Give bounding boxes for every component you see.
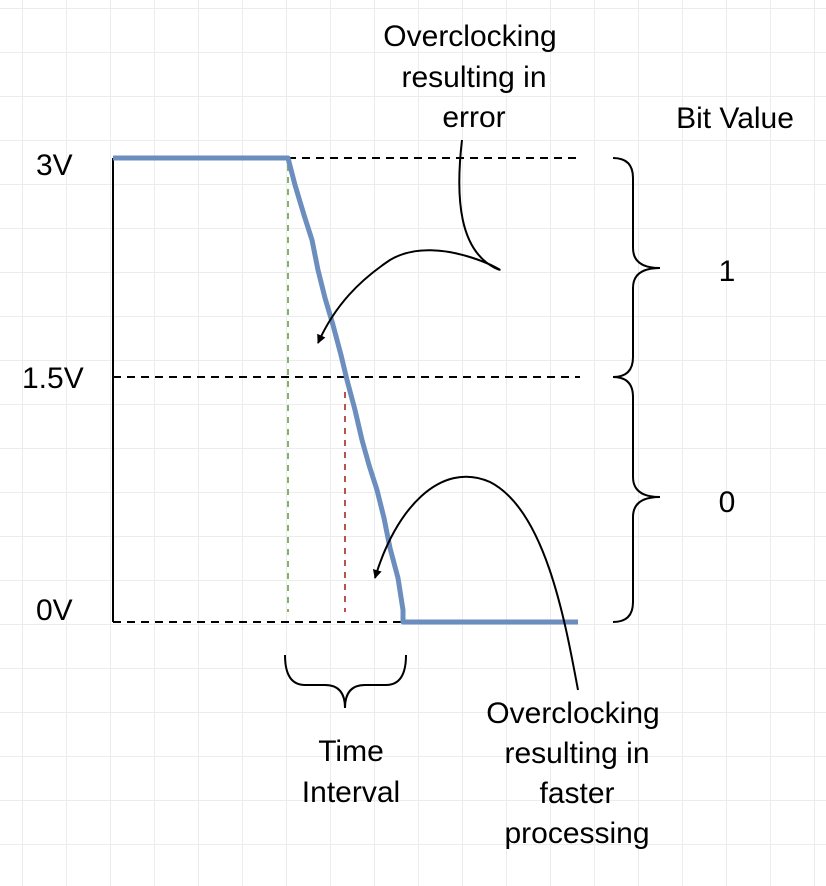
voltage-label-1-5v: 1.5V: [22, 362, 84, 395]
bit-value-heading: Bit Value: [676, 102, 794, 135]
time-interval-line: Time: [318, 735, 384, 768]
faster-annotation-line: processing: [504, 817, 649, 850]
bit-0-brace: [612, 376, 661, 623]
faster-annotation-line: Overclocking: [486, 697, 659, 730]
error-annotation: Overclocking resulting in error: [383, 20, 556, 134]
faster-annotation-line: resulting in: [504, 737, 649, 770]
error-annotation-line: Overclocking: [383, 20, 556, 53]
error-annotation-line: error: [442, 101, 505, 134]
voltage-label-3v: 3V: [36, 149, 73, 182]
faster-annotation-arrow: [372, 475, 579, 691]
faster-annotation: Overclocking resulting in faster process…: [486, 697, 659, 850]
signal-trace: [113, 155, 578, 625]
bit-value-0: 0: [719, 486, 736, 519]
faster-annotation-line: faster: [539, 777, 614, 810]
bit-1-brace: [612, 157, 661, 378]
time-interval-label: Time Interval: [302, 735, 400, 809]
bit-value-1: 1: [719, 255, 736, 288]
voltage-label-0v: 0V: [36, 594, 73, 627]
time-interval-brace: [284, 654, 407, 709]
error-annotation-line: resulting in: [401, 61, 546, 94]
error-annotation-arrow: [317, 139, 501, 344]
time-interval-line: Interval: [302, 776, 400, 809]
